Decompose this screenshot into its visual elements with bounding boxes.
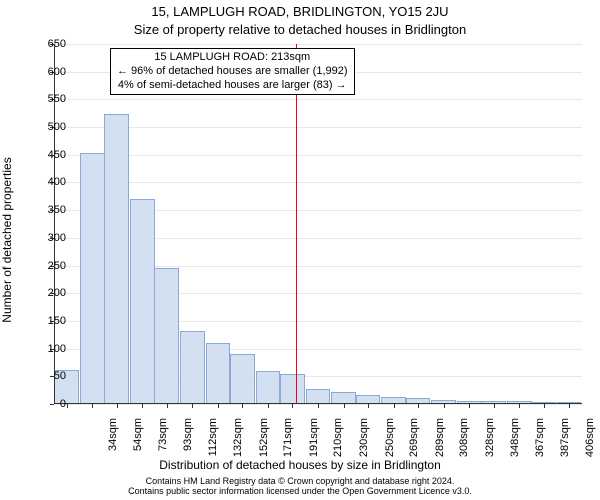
x-tick [192,404,193,408]
y-tick-label: 600 [26,66,66,78]
chart-plot-area: 15 LAMPLUGH ROAD: 213sqm ← 96% of detach… [54,44,582,404]
x-tick [167,404,168,408]
footer-line-1: Contains HM Land Registry data © Crown c… [0,476,600,486]
y-tick-label: 200 [26,287,66,299]
footer-line-2: Contains public sector information licen… [0,486,600,496]
x-tick [318,404,319,408]
y-tick-label: 550 [26,93,66,105]
x-tick [418,404,419,408]
x-tick [218,404,219,408]
y-tick-label: 100 [26,343,66,355]
x-tick [569,404,570,408]
x-tick [92,404,93,408]
x-tick [117,404,118,408]
bar [130,199,155,404]
bar-series [54,44,582,404]
y-axis-label: Number of detached properties [0,157,14,322]
y-tick-label: 350 [26,204,66,216]
reference-line [296,44,297,404]
y-tick-label: 50 [26,370,66,382]
y-tick-label: 0 [26,398,66,410]
x-tick [394,404,395,408]
x-tick [444,404,445,408]
page-subtitle: Size of property relative to detached ho… [0,22,600,37]
y-tick-label: 450 [26,149,66,161]
footer: Contains HM Land Registry data © Crown c… [0,476,600,497]
y-tick-label: 500 [26,121,66,133]
bar [104,114,129,404]
x-tick [67,404,68,408]
bar [256,371,281,404]
x-tick [268,404,269,408]
annotation-box: 15 LAMPLUGH ROAD: 213sqm ← 96% of detach… [110,48,355,95]
x-tick [544,404,545,408]
bar [230,354,255,404]
x-tick [142,404,143,408]
x-tick [494,404,495,408]
bar [180,331,205,404]
annotation-line-3: 4% of semi-detached houses are larger (8… [117,79,348,93]
y-tick-label: 650 [26,38,66,50]
bar [206,343,231,404]
y-tick-label: 150 [26,315,66,327]
annotation-line-1: 15 LAMPLUGH ROAD: 213sqm [117,51,348,65]
annotation-line-2: ← 96% of detached houses are smaller (1,… [117,65,348,79]
x-tick [242,404,243,408]
y-tick-label: 250 [26,260,66,272]
x-axis-label: Distribution of detached houses by size … [0,458,600,472]
x-tick [368,404,369,408]
y-tick-label: 300 [26,232,66,244]
page-title: 15, LAMPLUGH ROAD, BRIDLINGTON, YO15 2JU [0,4,600,19]
x-tick [469,404,470,408]
x-tick [292,404,293,408]
bar [154,268,179,404]
y-tick-label: 400 [26,176,66,188]
bar [280,374,305,404]
bar [80,153,105,404]
bar [306,389,331,405]
x-tick [519,404,520,408]
x-tick [344,404,345,408]
